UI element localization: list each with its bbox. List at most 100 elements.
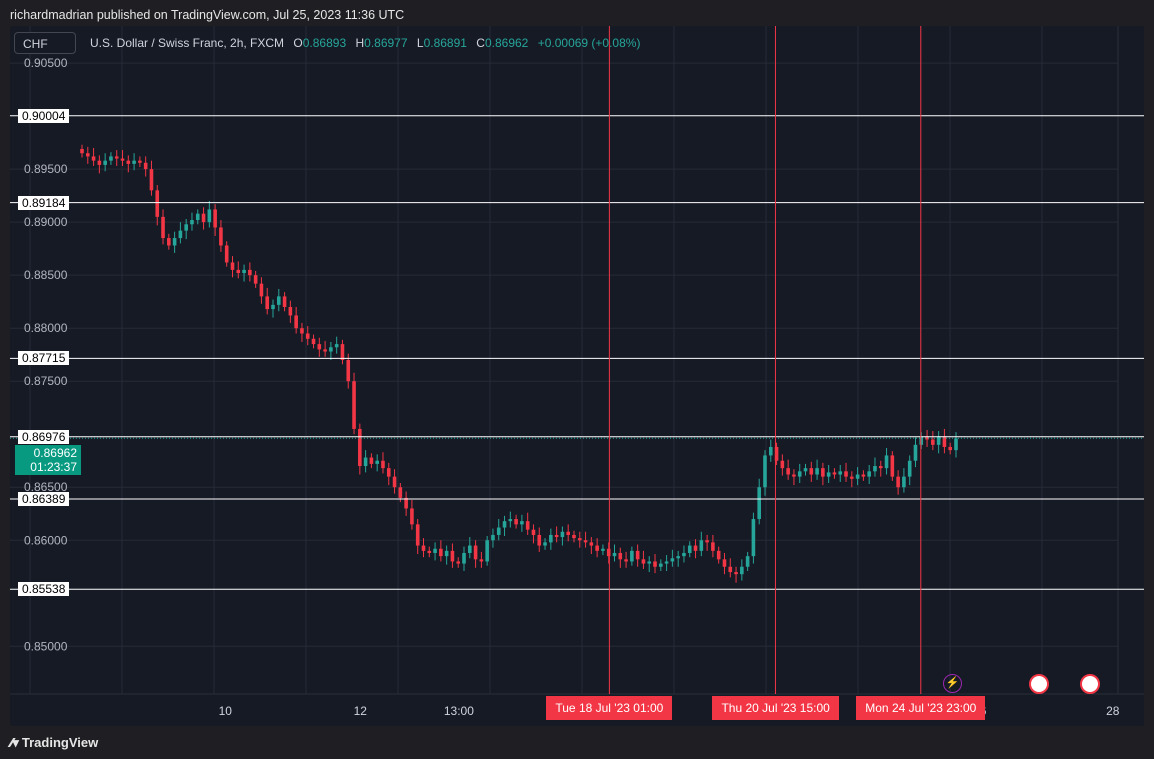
date-marker-badge: Tue 18 Jul '23 01:00 [546, 696, 673, 720]
x-tick-label: 12 [354, 704, 368, 718]
lightning-event-icon[interactable]: ⚡ [943, 674, 962, 693]
candle-body [317, 344, 322, 350]
candle-body [294, 315, 298, 329]
candle-body [427, 550, 432, 553]
candle-body [363, 457, 368, 467]
candle-body [450, 550, 455, 562]
chart-area[interactable] [10, 26, 1144, 726]
legend-change: +0.00069 (+0.08%) [537, 36, 641, 50]
candle-body [468, 545, 472, 553]
candle-body [242, 269, 246, 274]
y-tick-label: 0.87500 [24, 374, 68, 388]
legend-open-value: 0.86893 [302, 36, 347, 50]
candle-body [531, 529, 536, 535]
candle-body [549, 534, 553, 543]
candle-body [543, 542, 547, 546]
candle-body [797, 471, 802, 477]
us-flag-icon[interactable] [1029, 674, 1049, 694]
candle-body [132, 160, 136, 164]
legend-close-key: C [476, 36, 485, 50]
candle-body [398, 487, 403, 498]
candle-body [826, 472, 831, 477]
candle-body [410, 508, 414, 525]
level-price-label: 0.87715 [18, 351, 70, 366]
candle-body [369, 457, 374, 464]
y-tick-label: 0.88500 [24, 268, 68, 282]
y-tick-label: 0.86500 [24, 480, 68, 494]
tradingview-brand: TradingView [21, 735, 99, 750]
candle-body [884, 455, 889, 469]
candle-body [618, 552, 623, 560]
x-tick-label: 28 [1106, 704, 1120, 718]
tradingview-logo[interactable]: ⁄⁄▾ TradingView [10, 735, 98, 751]
candle-body [740, 566, 744, 575]
candle-body [178, 230, 183, 239]
candle-body [693, 545, 698, 551]
date-marker-badge: Thu 20 Jul '23 15:00 [712, 696, 839, 720]
candle-body [248, 269, 252, 276]
candle-body [167, 238, 171, 246]
legend-high-value: 0.86977 [364, 36, 408, 50]
candle-body [386, 468, 391, 477]
candle-body [508, 519, 513, 522]
candle-body [630, 550, 634, 562]
ohlc-legend: U.S. Dollar / Swiss Franc, 2h, FXCM O0.8… [90, 36, 640, 50]
candle-body [583, 540, 588, 543]
candle-body [873, 466, 877, 472]
candle-body [114, 156, 119, 159]
candle-body [786, 468, 790, 475]
candle-body [276, 296, 281, 305]
candle-body [80, 148, 84, 154]
candle-body [375, 460, 379, 464]
candle-body [832, 472, 837, 475]
level-price-label: 0.85538 [18, 582, 70, 597]
candle-body [334, 344, 339, 348]
candle-body [867, 471, 871, 477]
candle-body [520, 521, 524, 525]
candle-body [925, 436, 929, 440]
candle-body [936, 436, 941, 445]
candle-body [774, 446, 779, 461]
candle-body [913, 444, 918, 461]
candle-body [722, 559, 727, 567]
legend-close-value: 0.86962 [484, 36, 529, 50]
candle-body [676, 556, 680, 559]
y-tick-label: 0.89000 [24, 215, 68, 229]
candle-body [624, 559, 628, 562]
us-flag-icon[interactable] [1080, 674, 1100, 694]
candle-body [190, 220, 194, 225]
candle-body [352, 381, 356, 429]
level-price-label: 0.90004 [18, 108, 70, 123]
candle-body [954, 438, 958, 451]
candle-body [415, 524, 420, 546]
candle-body [155, 190, 160, 217]
candle-body [381, 460, 385, 469]
candle-body [392, 476, 397, 488]
candle-body [577, 538, 582, 541]
candle-body [844, 471, 848, 477]
candle-body [491, 534, 495, 541]
y-tick-label: 0.90500 [24, 56, 68, 70]
candle-body [479, 559, 484, 562]
symbol-box[interactable]: CHF [14, 32, 76, 54]
candle-body [259, 283, 264, 297]
candle-body [566, 531, 570, 535]
candle-body [878, 466, 883, 469]
candle-body [91, 156, 96, 161]
candle-body [768, 446, 773, 456]
candle-body [444, 550, 449, 557]
candle-body [456, 561, 461, 564]
candle-body [143, 162, 148, 170]
y-tick-label: 0.86000 [24, 533, 68, 547]
candle-body [329, 347, 333, 352]
candle-body [907, 460, 912, 477]
x-tick-label: 10 [219, 704, 233, 718]
candle-body [213, 209, 217, 228]
candle-body [601, 548, 605, 551]
candle-body [699, 540, 704, 551]
legend-high-key: H [355, 36, 365, 50]
candle-body [896, 476, 900, 488]
candle-body [635, 550, 640, 560]
candle-body [554, 534, 559, 538]
